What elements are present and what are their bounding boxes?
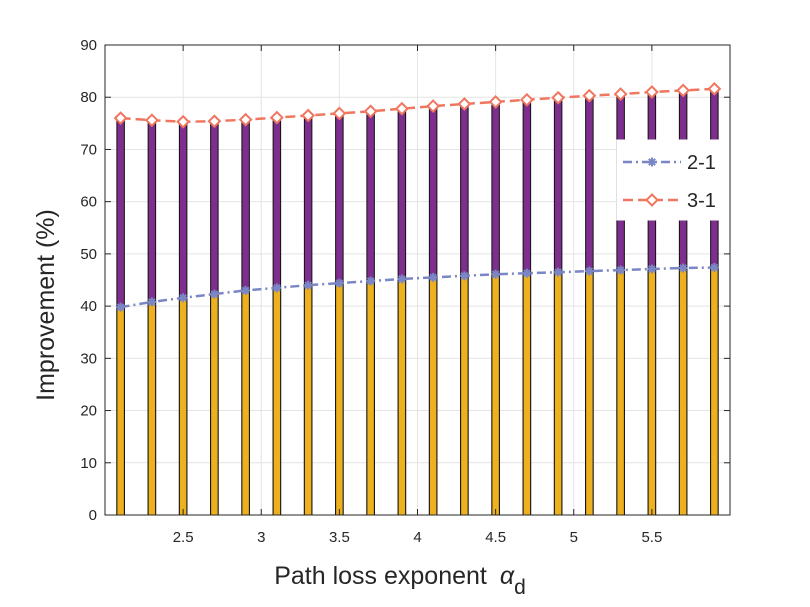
bar-2-1: [460, 275, 469, 516]
marker-3-1: [426, 99, 441, 114]
marker-3-1: [676, 83, 691, 98]
marker-3-1: [207, 114, 222, 129]
marker-3-1: [488, 95, 503, 109]
line-2-1: [120, 266, 715, 309]
legend-box: [616, 139, 730, 221]
marker-3-1: [394, 101, 409, 116]
marker-2-1: [491, 269, 501, 279]
y-tick-label: 30: [80, 350, 97, 367]
bar-2-1: [428, 276, 438, 516]
marker-3-1: [707, 81, 722, 96]
bar-2-1: [522, 272, 532, 516]
y-tick-label: 0: [89, 507, 97, 524]
bar-2-1: [553, 271, 563, 516]
bar-2-1: [210, 293, 219, 516]
marker-2-1: [428, 272, 438, 282]
bar-2-1: [647, 268, 657, 516]
marker-2-1: [522, 268, 532, 278]
marker-2-1: [397, 274, 407, 284]
marker-3-1: [301, 108, 316, 123]
marker-2-1: [709, 262, 719, 272]
bar-2-1: [241, 289, 250, 516]
bar-2-1: [616, 269, 625, 516]
tick-labels: 0 10 20 30 40 50 60 70 80 90 2.5 3 3.5 4 4.5 5 5.5: [80, 37, 662, 546]
marker-2-1: [647, 264, 657, 274]
x-axis-label: Path loss exponent αd: [274, 562, 526, 599]
y-tick-label: 40: [80, 298, 97, 315]
marker-3-1: [238, 112, 253, 127]
bar-2-1: [678, 267, 688, 516]
bar-2-1: [303, 284, 313, 516]
marker-2-1: [366, 276, 376, 286]
y-tick-label: 70: [80, 141, 97, 158]
marker-2-1: [241, 285, 251, 295]
x-axis-label-text: Path loss exponent: [274, 562, 487, 590]
bar-2-1: [585, 270, 594, 516]
y-tick-label: 80: [80, 89, 97, 106]
y-tick-label: 50: [80, 246, 97, 263]
legend-marker-3-1: [645, 193, 659, 207]
x-tick-label: 5.5: [641, 529, 662, 546]
legend-label-2-1: 2-1: [687, 152, 716, 174]
marker-2-1: [553, 267, 563, 277]
marker-3-1: [269, 110, 284, 125]
x-axis-label-symbol: α: [500, 562, 515, 590]
bar-2-1: [147, 301, 157, 516]
bar-2-1: [397, 278, 407, 516]
y-tick-label: 10: [80, 455, 97, 472]
y-axis-label: Improvement (%): [32, 209, 60, 401]
marker-3-1: [363, 104, 378, 119]
x-axis-label-subscript: d: [514, 576, 526, 599]
y-tick-label: 20: [80, 403, 97, 420]
grid: [105, 44, 730, 516]
bar-2-1: [272, 287, 282, 516]
bar-2-1: [178, 297, 188, 516]
marker-3-1: [332, 106, 347, 121]
y-tick-label: 90: [80, 37, 97, 54]
marker-3-1: [644, 85, 659, 99]
marker-3-1: [519, 92, 534, 107]
marker-2-1: [116, 302, 126, 312]
marker-2-1: [678, 263, 688, 273]
marker-3-1: [551, 90, 566, 105]
axes: [104, 44, 731, 516]
marker-3-1: [457, 97, 472, 111]
marker-2-1: [459, 271, 469, 281]
marker-3-1: [613, 87, 628, 102]
marker-2-1: [147, 297, 157, 307]
marker-2-1: [272, 283, 282, 293]
x-tick-label: 4.5: [485, 529, 506, 546]
marker-3-1: [144, 113, 159, 128]
bars: [116, 88, 719, 516]
x-tick-label: 3: [257, 529, 265, 546]
marker-2-1: [178, 293, 188, 303]
marker-3-1: [113, 111, 128, 126]
legend-label-3-1: 3-1: [687, 190, 716, 212]
y-tick-label: 60: [80, 194, 97, 211]
marker-3-1: [582, 88, 597, 103]
marker-2-1: [209, 289, 219, 299]
bar-2-1: [491, 273, 500, 516]
series-lines: [113, 81, 722, 312]
x-tick-label: 5: [570, 529, 578, 546]
marker-3-1: [176, 114, 191, 129]
x-tick-label: 3.5: [329, 529, 350, 546]
marker-2-1: [584, 266, 594, 276]
bar-2-1: [710, 266, 719, 516]
marker-2-1: [334, 278, 344, 288]
x-tick-label: 2.5: [173, 529, 194, 546]
bar-2-1: [366, 280, 375, 516]
marker-2-1: [303, 280, 313, 290]
bar-2-1: [116, 306, 125, 516]
x-tick-label: 4: [413, 529, 421, 546]
marker-2-1: [616, 265, 626, 275]
legend: 2-1 3-1: [616, 139, 730, 221]
legend-marker-2-1: [647, 157, 657, 167]
bar-2-1: [335, 282, 344, 516]
